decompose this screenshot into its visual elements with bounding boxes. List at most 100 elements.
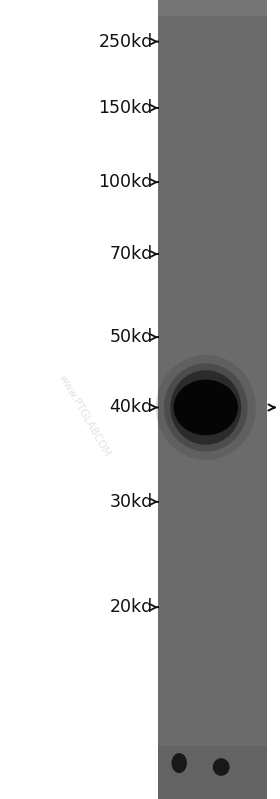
Bar <box>158 567 267 570</box>
Bar <box>158 605 267 607</box>
Bar <box>158 336 267 338</box>
Bar <box>158 344 267 346</box>
Bar <box>158 216 267 218</box>
Bar <box>158 469 267 471</box>
Bar <box>158 514 267 517</box>
Bar <box>158 717 267 719</box>
Bar <box>158 629 267 631</box>
Bar <box>158 642 267 645</box>
Bar <box>158 543 267 546</box>
Bar <box>158 429 267 431</box>
Bar <box>158 170 267 173</box>
Bar <box>158 749 267 751</box>
Bar <box>158 32 267 34</box>
Bar <box>158 152 267 154</box>
Bar <box>158 453 267 455</box>
Bar <box>158 165 267 168</box>
Bar <box>158 16 267 18</box>
Bar <box>158 477 267 479</box>
Bar <box>158 88 267 90</box>
Bar <box>158 421 267 423</box>
Bar <box>158 679 267 682</box>
Bar <box>158 378 267 381</box>
Bar <box>158 274 267 277</box>
Bar <box>158 341 267 344</box>
Bar <box>158 330 267 333</box>
Bar <box>158 487 267 490</box>
Bar <box>158 557 267 559</box>
Bar <box>158 677 267 679</box>
Bar <box>158 793 267 797</box>
Bar <box>158 320 267 322</box>
Bar <box>158 58 267 62</box>
Bar <box>158 618 267 621</box>
Bar <box>158 615 267 618</box>
Bar <box>158 671 267 674</box>
Bar <box>158 509 267 511</box>
Bar <box>158 466 267 469</box>
Bar <box>158 737 267 741</box>
Bar <box>158 149 267 152</box>
Bar <box>158 613 267 615</box>
Bar <box>158 328 267 330</box>
Bar <box>158 194 267 197</box>
Ellipse shape <box>170 370 241 445</box>
Bar <box>158 645 267 647</box>
Bar <box>158 24 267 26</box>
Bar <box>158 559 267 562</box>
Bar <box>158 541 267 543</box>
Bar <box>158 685 267 687</box>
Bar <box>158 392 267 394</box>
Bar <box>158 623 267 626</box>
Bar <box>158 178 267 181</box>
Bar <box>158 701 267 703</box>
Bar <box>158 333 267 336</box>
Bar <box>158 485 267 487</box>
Bar <box>158 573 267 575</box>
Bar <box>158 168 267 170</box>
Bar <box>158 445 267 447</box>
Bar <box>158 186 267 189</box>
Bar <box>158 493 267 495</box>
Bar <box>158 602 267 605</box>
Bar <box>158 695 267 698</box>
Bar <box>158 789 267 791</box>
Bar <box>158 101 267 104</box>
Bar <box>158 626 267 629</box>
Bar <box>158 575 267 578</box>
Bar <box>158 767 267 769</box>
Bar <box>158 258 267 261</box>
Bar <box>158 775 267 777</box>
Bar <box>158 6 267 8</box>
Bar <box>158 317 267 320</box>
Bar <box>158 120 267 122</box>
Bar <box>158 18 267 22</box>
Bar <box>158 714 267 717</box>
Bar <box>158 591 267 594</box>
Bar <box>158 410 267 413</box>
Bar <box>158 210 267 213</box>
Bar <box>158 205 267 208</box>
Bar <box>158 703 267 706</box>
Bar <box>158 144 267 146</box>
Bar <box>158 237 267 240</box>
Bar <box>158 226 267 229</box>
Bar <box>158 546 267 549</box>
Bar <box>158 669 267 671</box>
Bar <box>158 437 267 439</box>
Bar <box>158 495 267 498</box>
Bar <box>158 647 267 650</box>
Bar <box>158 312 267 314</box>
Bar <box>158 125 267 128</box>
Bar <box>158 727 267 729</box>
Bar <box>158 218 267 221</box>
Bar <box>158 362 267 365</box>
Bar <box>158 46 267 48</box>
Bar <box>158 745 267 749</box>
Bar <box>158 498 267 501</box>
Bar <box>158 418 267 421</box>
Bar <box>158 725 267 727</box>
Bar <box>158 160 267 162</box>
Bar <box>158 277 267 280</box>
Bar <box>158 503 267 506</box>
